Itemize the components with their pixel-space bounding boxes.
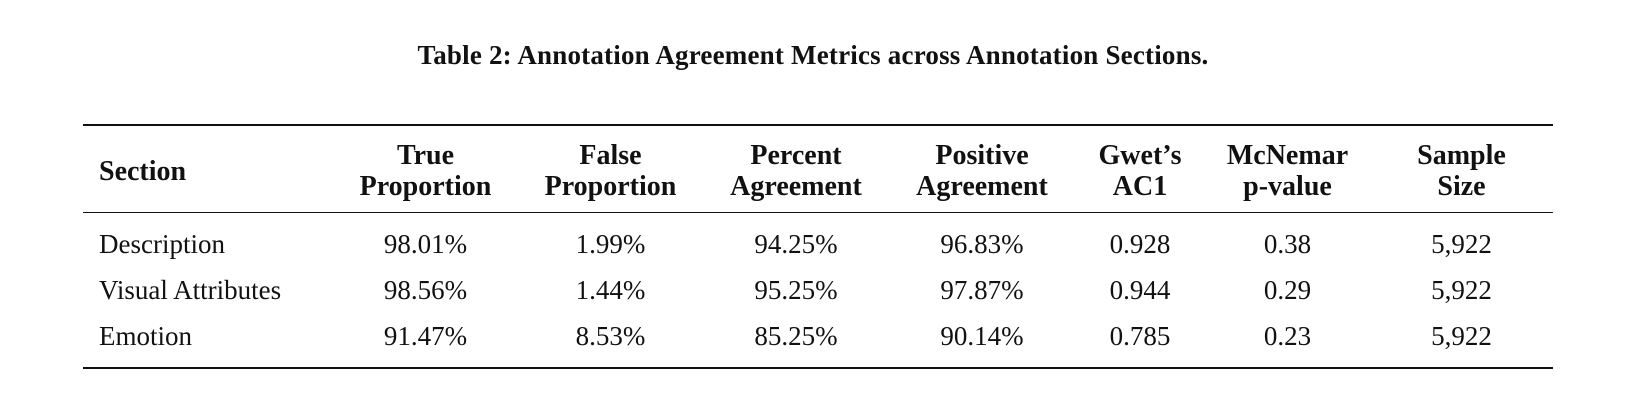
cell-percent-agreement: 95.25%: [754, 274, 838, 305]
cell-positive-agreement: 97.87%: [940, 274, 1024, 305]
cell-gwets-ac1: 0.944: [1109, 274, 1171, 305]
cell-percent-agreement: 85.25%: [754, 320, 838, 351]
header-row: Section True Proportion False Proportion…: [83, 125, 1553, 213]
agreement-metrics-table: Section True Proportion False Proportion…: [83, 124, 1553, 369]
table-row: Visual Attributes 98.56% 1.44% 95.25% 97…: [83, 267, 1553, 313]
cell-mcnemar-p-value: 0.23: [1263, 320, 1312, 351]
cell-sample-size: 5,922: [1431, 274, 1492, 305]
table-caption: Table 2: Annotation Agreement Metrics ac…: [417, 40, 1209, 70]
cell-mcnemar-p-value: 0.38: [1263, 228, 1312, 259]
header-gwets-ac1: Gwet’s AC1: [1075, 125, 1205, 213]
cell-section: Visual Attributes: [99, 274, 282, 305]
header-section: Section: [83, 125, 333, 213]
cell-positive-agreement: 90.14%: [940, 320, 1024, 351]
header-false-proportion: False Proportion: [518, 125, 703, 213]
table-row: Description 98.01% 1.99% 94.25% 96.83% 0…: [83, 213, 1553, 268]
cell-section: Description: [99, 228, 225, 259]
cell-gwets-ac1: 0.785: [1109, 320, 1171, 351]
cell-sample-size: 5,922: [1431, 320, 1492, 351]
cell-percent-agreement: 94.25%: [754, 228, 838, 259]
header-mcnemar-p-value: McNemar p-value: [1205, 125, 1370, 213]
cell-false-proportion: 1.99%: [575, 228, 646, 259]
cell-section: Emotion: [99, 320, 192, 351]
cell-sample-size: 5,922: [1431, 228, 1492, 259]
cell-false-proportion: 1.44%: [575, 274, 646, 305]
header-true-proportion: True Proportion: [333, 125, 518, 213]
cell-positive-agreement: 96.83%: [940, 228, 1024, 259]
header-sample-size: Sample Size: [1370, 125, 1553, 213]
cell-true-proportion: 98.01%: [383, 228, 468, 259]
cell-mcnemar-p-value: 0.29: [1263, 274, 1312, 305]
cell-gwets-ac1: 0.928: [1109, 228, 1171, 259]
header-percent-agreement: Percent Agreement: [703, 125, 889, 213]
cell-true-proportion: 98.56%: [383, 274, 468, 305]
cell-true-proportion: 91.47%: [383, 320, 468, 351]
table-row: Emotion 91.47% 8.53% 85.25% 90.14% 0.785…: [83, 313, 1553, 368]
cell-false-proportion: 8.53%: [575, 320, 646, 351]
header-positive-agreement: Positive Agreement: [889, 125, 1075, 213]
